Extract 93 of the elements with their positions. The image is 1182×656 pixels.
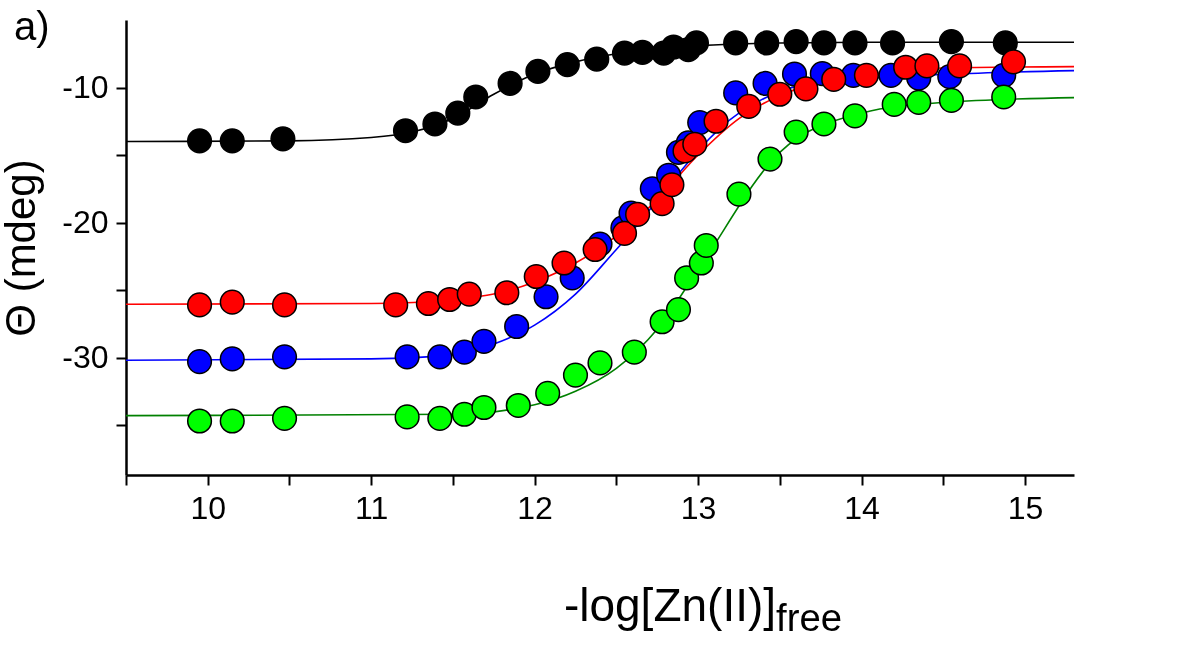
point xyxy=(853,62,879,88)
point xyxy=(893,54,919,80)
point xyxy=(427,405,453,431)
x-axis-title: -log[Zn(II)]$_{free}$ xyxy=(562,578,844,641)
point xyxy=(693,232,719,259)
point xyxy=(665,297,692,323)
point xyxy=(533,284,559,310)
line-series xyxy=(125,96,1075,417)
point xyxy=(793,76,819,102)
x-tick-label: 14 xyxy=(844,489,880,526)
point xyxy=(554,52,580,78)
point xyxy=(621,339,647,365)
point xyxy=(703,108,729,134)
point xyxy=(186,349,213,375)
point xyxy=(451,339,477,365)
point xyxy=(992,30,1018,56)
point xyxy=(422,111,448,137)
point xyxy=(625,201,651,227)
point xyxy=(186,408,213,434)
point xyxy=(674,265,700,291)
point xyxy=(392,118,419,144)
point xyxy=(584,46,610,72)
point xyxy=(659,172,685,198)
point xyxy=(1000,49,1027,75)
point xyxy=(471,394,497,421)
point xyxy=(587,350,613,376)
x-tick-label: 15 xyxy=(1007,489,1044,526)
point xyxy=(525,58,551,84)
point xyxy=(451,401,477,427)
point xyxy=(270,126,296,152)
point xyxy=(186,128,213,154)
point xyxy=(879,30,906,56)
x-tick-label: 10 xyxy=(190,489,227,526)
point xyxy=(938,29,964,55)
point xyxy=(219,346,245,372)
point xyxy=(219,408,245,434)
point xyxy=(471,328,497,354)
point xyxy=(582,236,608,263)
point xyxy=(938,87,964,113)
point xyxy=(445,100,471,126)
point xyxy=(494,280,520,306)
point xyxy=(842,30,868,56)
point xyxy=(551,250,577,276)
point xyxy=(383,292,409,318)
point xyxy=(757,146,783,172)
point xyxy=(649,309,675,335)
point xyxy=(437,286,463,313)
point xyxy=(463,84,489,110)
y-tick-label: -30 xyxy=(62,339,109,376)
point xyxy=(535,380,561,406)
point xyxy=(842,103,868,129)
point xyxy=(906,89,932,115)
text: a) xyxy=(14,4,50,49)
point xyxy=(767,81,793,107)
y-tick-label: -10 xyxy=(62,69,109,106)
point xyxy=(271,292,298,318)
point xyxy=(811,30,837,56)
point xyxy=(783,29,809,55)
point xyxy=(394,344,420,370)
point xyxy=(682,131,708,157)
x-tick-label: 12 xyxy=(517,489,553,526)
point xyxy=(991,84,1017,110)
point xyxy=(754,30,780,56)
point xyxy=(219,128,245,154)
point xyxy=(415,290,441,317)
x-tick-label: 11 xyxy=(355,489,389,526)
point xyxy=(219,289,245,315)
point xyxy=(649,191,675,217)
point xyxy=(726,181,752,207)
point xyxy=(783,119,809,145)
point xyxy=(736,93,762,119)
point xyxy=(271,344,298,370)
point xyxy=(947,53,973,79)
point xyxy=(497,70,523,97)
point xyxy=(456,281,482,307)
y-axis-title: Θ (mdeg) xyxy=(0,159,45,337)
x-tick-label: 13 xyxy=(680,489,717,526)
y-tick-label: -20 xyxy=(62,204,109,241)
point xyxy=(611,220,638,246)
point xyxy=(523,263,549,290)
point xyxy=(504,313,530,340)
point xyxy=(186,292,213,318)
point xyxy=(723,30,749,56)
point xyxy=(394,404,420,430)
point xyxy=(562,362,589,388)
point xyxy=(821,66,847,92)
point xyxy=(505,392,531,419)
point xyxy=(683,30,710,56)
point xyxy=(811,111,837,137)
point xyxy=(427,344,453,370)
point xyxy=(271,405,298,431)
point xyxy=(881,91,907,117)
point xyxy=(914,53,940,79)
